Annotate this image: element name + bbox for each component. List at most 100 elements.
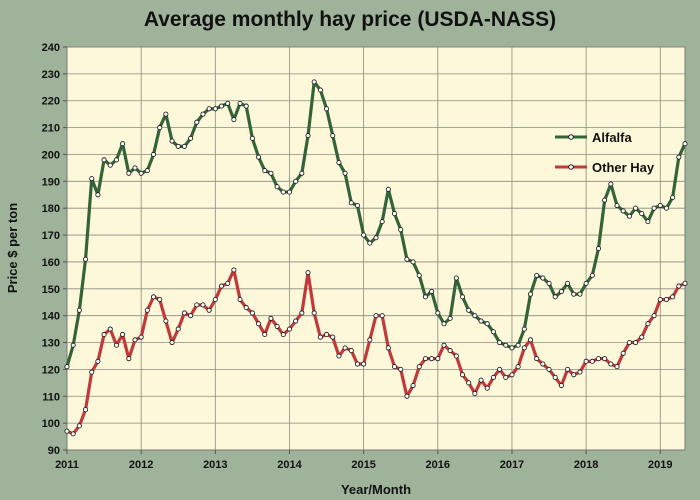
- data-point-alfalfa: [527, 291, 534, 297]
- x-tick-label: 2017: [500, 459, 524, 471]
- data-point-other-hay: [361, 361, 367, 367]
- data-point-alfalfa: [82, 256, 89, 262]
- x-tick-label: 2016: [426, 459, 450, 471]
- data-point-other-hay: [410, 382, 416, 389]
- data-point-alfalfa: [453, 275, 459, 281]
- data-point-alfalfa: [163, 111, 169, 117]
- data-point-alfalfa: [645, 219, 651, 225]
- data-point-other-hay: [484, 385, 490, 391]
- data-point-other-hay: [441, 342, 447, 348]
- y-tick-label: 200: [42, 149, 60, 161]
- data-point-alfalfa: [243, 103, 249, 109]
- data-point-other-hay: [243, 305, 249, 311]
- data-point-alfalfa: [429, 288, 435, 295]
- data-point-alfalfa: [95, 192, 101, 198]
- data-point-alfalfa: [132, 165, 138, 171]
- data-point-alfalfa: [305, 133, 311, 139]
- plot-area: [66, 46, 686, 451]
- data-point-other-hay: [200, 302, 206, 308]
- data-point-alfalfa: [101, 157, 107, 163]
- data-point-alfalfa: [299, 170, 305, 176]
- data-point-alfalfa: [478, 318, 484, 324]
- data-point-alfalfa: [249, 135, 255, 141]
- data-point-other-hay: [311, 310, 317, 316]
- data-point-alfalfa: [472, 313, 478, 319]
- data-point-other-hay: [633, 339, 639, 346]
- data-point-alfalfa: [626, 213, 632, 219]
- data-point-alfalfa: [663, 205, 670, 211]
- data-point-alfalfa: [546, 280, 552, 286]
- data-point-alfalfa: [422, 294, 428, 300]
- data-point-other-hay: [527, 337, 534, 343]
- data-point-other-hay: [416, 364, 422, 370]
- data-point-alfalfa: [157, 125, 163, 131]
- series-points-alfalfa: [64, 79, 688, 370]
- data-point-alfalfa: [225, 100, 231, 106]
- data-point-other-hay: [583, 358, 589, 364]
- data-point-alfalfa: [268, 170, 274, 176]
- data-point-other-hay: [262, 331, 268, 338]
- data-point-other-hay: [89, 369, 95, 375]
- data-point-alfalfa: [126, 170, 132, 176]
- data-point-alfalfa: [509, 345, 515, 351]
- data-point-alfalfa: [70, 342, 76, 348]
- data-point-other-hay: [398, 366, 404, 372]
- data-point-alfalfa: [348, 200, 354, 206]
- data-point-other-hay: [70, 431, 76, 437]
- data-point-other-hay: [435, 356, 441, 362]
- y-tick-label: 240: [42, 42, 60, 54]
- data-point-alfalfa: [534, 272, 540, 278]
- y-tick-label: 130: [42, 338, 60, 350]
- data-point-other-hay: [565, 366, 571, 372]
- data-point-alfalfa: [651, 205, 657, 211]
- data-point-other-hay: [274, 323, 280, 329]
- data-point-alfalfa: [614, 202, 620, 209]
- data-point-alfalfa: [447, 315, 453, 321]
- data-point-other-hay: [645, 321, 651, 327]
- y-tick-label: 190: [42, 176, 60, 188]
- data-point-other-hay: [558, 382, 564, 389]
- data-point-other-hay: [218, 283, 225, 289]
- legend: Alfalfa Other Hay: [555, 130, 655, 175]
- data-point-alfalfa: [361, 232, 367, 238]
- data-point-alfalfa: [138, 170, 144, 176]
- data-point-other-hay: [670, 294, 676, 300]
- data-point-alfalfa: [404, 256, 410, 262]
- legend-alfalfa-label: Alfalfa: [592, 130, 633, 145]
- data-point-other-hay: [595, 356, 602, 362]
- data-point-other-hay: [299, 310, 305, 316]
- y-tick-label: 230: [42, 69, 60, 81]
- series-points-other-hay: [64, 267, 688, 437]
- data-point-other-hay: [620, 350, 626, 356]
- data-point-other-hay: [379, 313, 385, 319]
- data-point-other-hay: [478, 377, 484, 383]
- data-point-other-hay: [509, 372, 515, 378]
- data-point-other-hay: [614, 364, 620, 370]
- data-point-alfalfa: [330, 133, 336, 139]
- y-tick-label: 170: [42, 230, 60, 242]
- data-point-alfalfa: [336, 159, 342, 166]
- x-tick-label: 2014: [277, 459, 302, 471]
- data-point-alfalfa: [633, 205, 639, 211]
- gridlines: [67, 46, 685, 450]
- data-point-other-hay: [571, 372, 577, 378]
- data-point-alfalfa: [194, 119, 200, 125]
- x-tick-label: 2011: [55, 459, 79, 471]
- data-point-other-hay: [175, 326, 181, 332]
- data-point-alfalfa: [231, 116, 237, 123]
- data-point-other-hay: [472, 391, 478, 397]
- data-point-other-hay: [577, 369, 583, 375]
- data-point-alfalfa: [459, 294, 466, 300]
- data-point-other-hay: [540, 361, 546, 367]
- data-point-other-hay: [330, 334, 336, 340]
- data-point-other-hay: [373, 313, 379, 319]
- data-point-other-hay: [404, 393, 410, 399]
- data-point-alfalfa: [379, 219, 385, 225]
- data-point-other-hay: [293, 318, 299, 324]
- data-point-other-hay: [534, 356, 540, 362]
- y-tick-label: 140: [42, 311, 60, 323]
- series-layer: [64, 79, 688, 437]
- data-point-alfalfa: [256, 154, 262, 160]
- data-point-other-hay: [639, 334, 645, 340]
- data-point-alfalfa: [342, 170, 348, 176]
